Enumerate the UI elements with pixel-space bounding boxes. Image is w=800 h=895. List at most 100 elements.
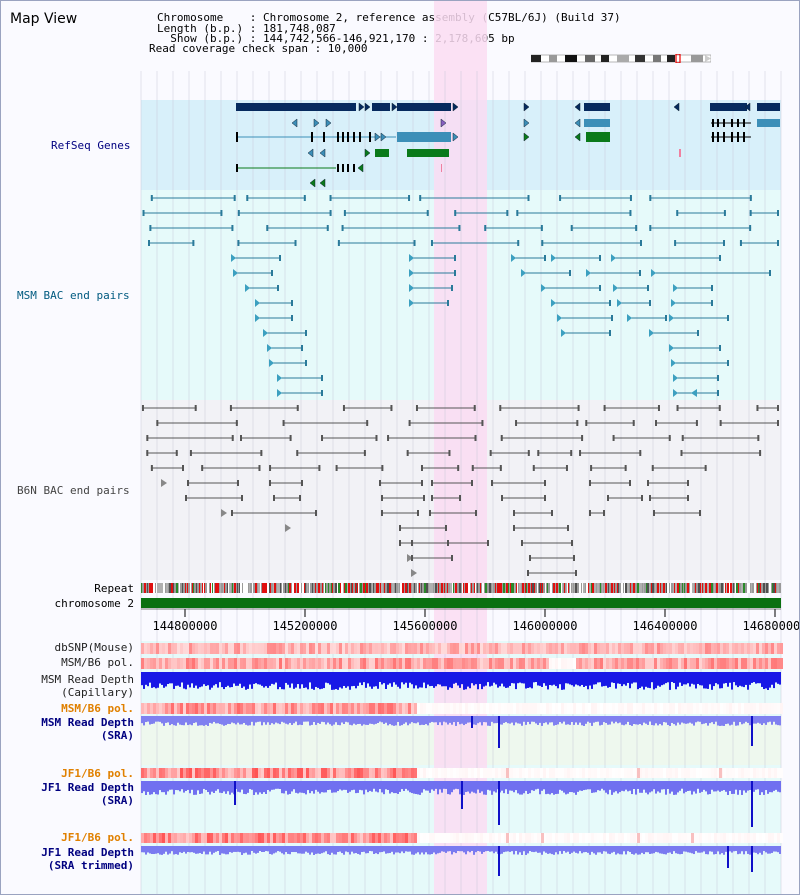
depth-bar [463, 846, 465, 853]
heat-cell [402, 768, 405, 778]
heat-cell [267, 768, 270, 778]
heat-cell [414, 833, 417, 843]
depth-bar [151, 846, 153, 854]
heat-cell [252, 703, 255, 714]
depth-bar [675, 672, 677, 690]
heat-cell [204, 658, 207, 669]
depth-bar [295, 846, 297, 853]
bac-end-mark [375, 435, 378, 441]
depth-bar [311, 672, 313, 689]
chromosome-ideogram[interactable] [531, 54, 711, 63]
repeat-element [760, 583, 761, 593]
heat-cell [645, 768, 648, 778]
repeat-element [744, 583, 745, 593]
depth-bar [225, 672, 227, 687]
heat-cell [252, 768, 255, 778]
depth-bar [413, 716, 415, 724]
depth-bar [709, 781, 711, 795]
heat-cell [213, 703, 216, 714]
depth-bar [775, 716, 777, 725]
heat-cell [735, 833, 738, 843]
repeat-element [315, 583, 316, 593]
depth-bar [589, 781, 591, 790]
depth-bar [537, 846, 539, 853]
depth-bar [229, 716, 231, 725]
depth-bar [583, 781, 585, 791]
depth-bar [357, 716, 359, 725]
repeat-element [534, 583, 535, 593]
heat-cell [637, 833, 640, 843]
heat-cell [276, 643, 279, 654]
bac-end-mark [632, 420, 635, 426]
heat-cell [588, 768, 591, 778]
gene-exon [359, 132, 361, 142]
depth-bar [765, 781, 767, 791]
heat-cell [579, 643, 582, 654]
depth-bar [563, 716, 565, 722]
heat-cell [387, 768, 390, 778]
repeat-element [357, 583, 358, 593]
depth-bar [647, 846, 649, 853]
bac-end-mark [291, 300, 293, 306]
heat-cell [681, 768, 684, 778]
repeat-element [600, 583, 601, 593]
depth-bar [427, 716, 429, 726]
bac-end-mark [777, 420, 779, 426]
depth-bar [477, 672, 479, 690]
depth-bar [465, 716, 467, 724]
depth-bar [765, 716, 767, 725]
depth-spike [471, 716, 473, 728]
depth-bar [153, 781, 155, 793]
heat-cell [729, 768, 732, 778]
refseq-genes-track [236, 102, 780, 188]
depth-bar [515, 846, 517, 851]
depth-bar [177, 846, 179, 855]
depth-bar [473, 672, 475, 686]
depth-bar [759, 846, 761, 853]
repeat-element [207, 583, 209, 593]
depth-bar [277, 781, 279, 789]
heat-cell [459, 833, 462, 843]
heat-cell [687, 658, 690, 669]
depth-bar [393, 781, 395, 794]
depth-bar [455, 846, 457, 854]
heat-cell [177, 833, 180, 843]
depth-bar [415, 846, 417, 854]
msm-depth-capillary-sub: (Capillary) [61, 686, 134, 699]
bac-end-mark [237, 210, 240, 216]
heat-cell [309, 833, 312, 843]
bac-end-mark [146, 450, 149, 456]
depth-bar [739, 781, 741, 791]
repeat-element [652, 583, 654, 593]
heat-cell [624, 768, 627, 778]
bac-end-mark [459, 495, 461, 501]
heat-cell [561, 768, 564, 778]
depth-bar [675, 781, 677, 795]
repeat-element [369, 583, 371, 593]
heat-cell [387, 658, 390, 669]
depth-bar [651, 716, 653, 726]
heat-cell [354, 833, 357, 843]
repeat-element [677, 583, 679, 593]
depth-bar [725, 781, 727, 792]
heat-cell [506, 768, 509, 778]
depth-bar [673, 716, 675, 725]
repeat-element [625, 583, 627, 593]
depth-bar [657, 672, 659, 686]
heat-cell [162, 643, 165, 654]
depth-bar [611, 781, 613, 795]
heat-cell [165, 658, 168, 669]
heat-cell [519, 768, 522, 778]
depth-bar [419, 672, 421, 688]
heat-cell [429, 833, 432, 843]
bac-end-mark [269, 359, 274, 367]
heat-cell [291, 643, 294, 654]
depth-bar [403, 781, 405, 792]
heat-cell [351, 703, 354, 714]
heat-cell [555, 703, 558, 714]
heat-cell [183, 643, 186, 654]
heat-cell [246, 703, 249, 714]
heat-cell [198, 703, 201, 714]
heat-cell [189, 658, 192, 669]
